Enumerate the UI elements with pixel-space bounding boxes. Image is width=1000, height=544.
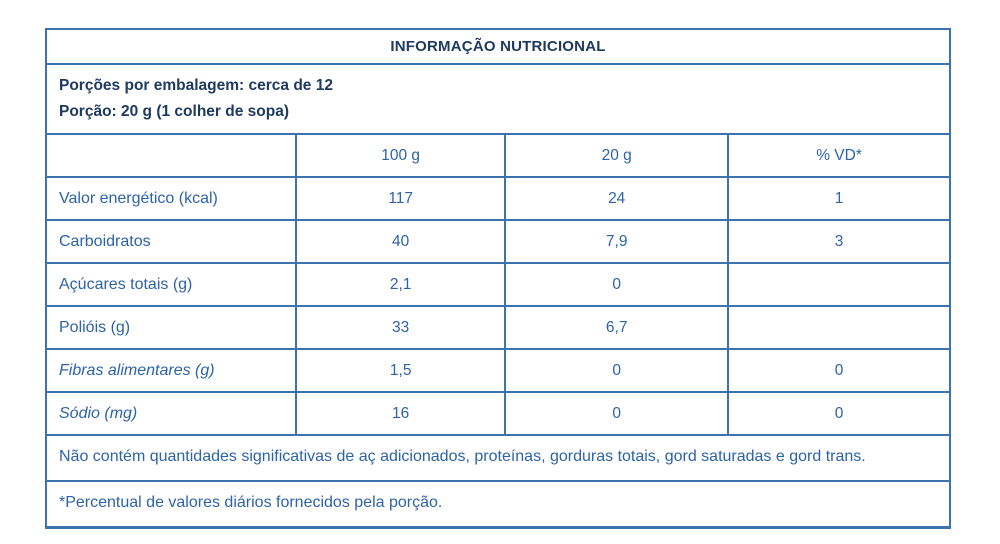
table-row-acucares-totais: Açúcares totais (g) 2,1 0 [47,262,949,306]
cell-20g: 0 [504,264,727,306]
cell-20g: 0 [504,350,727,392]
cell-20g: 7,9 [504,221,727,263]
table-row-poliois: Polióis (g) 33 6,7 [47,305,949,349]
column-header-100g: 100 g [295,135,504,177]
cell-100g: 16 [295,393,504,435]
row-label: Valor energético (kcal) [59,189,218,207]
table-row-carboidratos: Carboidratos 40 7,9 3 [47,219,949,263]
cell-20g: 6,7 [504,307,727,349]
cell-100g: 40 [295,221,504,263]
column-header-blank [47,135,295,176]
cell-vd: 3 [727,221,949,263]
row-label: Açúcares totais (g) [59,275,193,293]
cell-vd: 0 [727,393,949,435]
cell-100g: 2,1 [295,264,504,306]
column-header-20g: 20 g [504,135,727,177]
servings-per-package: Porções por embalagem: cerca de 12 [59,77,333,94]
no-significant-amounts-note: Não contém quantidades significativas de… [47,434,949,480]
table-title: INFORMAÇÃO NUTRICIONAL [390,38,606,55]
table-row-sodio: Sódio (mg) 16 0 0 [47,391,949,435]
serving-size: Porção: 20 g (1 colher de sopa) [59,102,289,120]
cell-vd: 1 [727,178,949,220]
table-row-valor-energetico: Valor energético (kcal) 117 24 1 [47,176,949,220]
row-label: Polióis (g) [59,318,131,336]
serving-info: Porções por embalagem: cerca de 12 Porçã… [47,63,949,133]
cell-20g: 24 [504,178,727,220]
cell-100g: 1,5 [295,350,504,392]
column-header-vd: % VD* [727,135,949,177]
cell-vd [727,264,949,306]
cell-20g: 0 [504,393,727,435]
table-row-fibras-alimentares: Fibras alimentares (g) 1,5 0 0 [47,348,949,392]
row-label: Sódio (mg) [59,404,138,422]
daily-value-footnote: *Percentual de valores diários fornecido… [47,479,949,526]
cell-100g: 117 [295,178,504,220]
cell-vd: 0 [727,350,949,392]
nutrition-table: INFORMAÇÃO NUTRICIONAL Porções por embal… [45,28,951,529]
row-label: Carboidratos [59,232,151,250]
cell-100g: 33 [295,307,504,349]
row-label: Fibras alimentares (g) [59,361,215,379]
column-header-row: 100 g 20 g % VD* [47,133,949,177]
cell-vd [727,307,949,349]
